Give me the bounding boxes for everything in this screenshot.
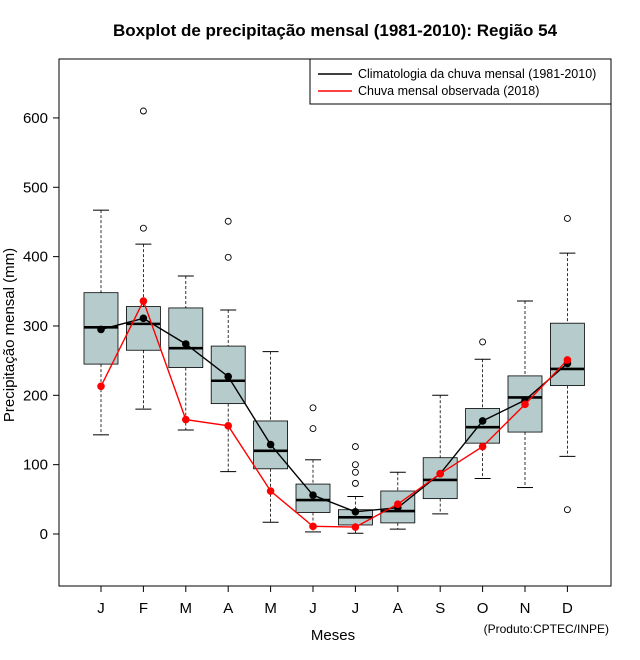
x-tick-label: M (264, 600, 277, 617)
y-tick-label: 500 (23, 179, 48, 196)
series-point (224, 422, 232, 430)
series-point (182, 340, 190, 348)
series-point (394, 500, 402, 508)
series-point (266, 487, 275, 495)
legend-label-observada: Chuva mensal observada (2018) (358, 84, 539, 98)
series-observada (97, 297, 572, 531)
outlier-point (351, 461, 359, 469)
x-tick-label: A (393, 600, 403, 617)
x-tick-label: M (180, 600, 193, 617)
box-12 (550, 215, 585, 514)
box-6 (295, 404, 331, 533)
series-point (309, 491, 317, 499)
series-point (309, 522, 317, 531)
box-iqr (126, 306, 161, 351)
series-point (224, 372, 232, 381)
x-tick-label: N (520, 600, 531, 617)
series-point (478, 442, 487, 451)
legend-label-climatologia: Climatologia da chuva mensal (1981-2010) (358, 67, 596, 81)
series-point (351, 508, 360, 516)
y-tick-label: 200 (23, 387, 48, 404)
x-tick-label: A (223, 600, 233, 617)
box-10 (465, 338, 501, 480)
y-axis: 0 100 200 300 400 500 600 (23, 110, 59, 543)
box-11 (507, 300, 543, 489)
y-tick-label: 600 (23, 110, 48, 127)
outlier-point (224, 217, 232, 225)
outlier-point (309, 425, 317, 433)
legend-box (309, 58, 612, 105)
legend: Climatologia da chuva mensal (1981-2010)… (309, 58, 612, 105)
box-5 (253, 351, 289, 523)
outlier-point (224, 253, 232, 261)
y-tick-label: 0 (40, 526, 48, 543)
chart-title: Boxplot de precipitação mensal (1981-201… (113, 21, 558, 40)
box-iqr (210, 345, 246, 405)
series-climatologia (97, 314, 572, 516)
series-point (478, 417, 487, 425)
x-tick-label: D (562, 600, 573, 617)
series-point (521, 400, 529, 409)
outlier-point (139, 107, 147, 115)
series-point (436, 469, 445, 478)
box-4 (210, 217, 246, 473)
outlier-point (563, 506, 571, 514)
x-tick-label: J (309, 600, 317, 617)
outlier-point (139, 224, 147, 232)
box-2 (126, 107, 161, 410)
credit-text: (Produto:CPTEC/INPE) (484, 622, 609, 636)
series-point (563, 356, 572, 364)
outlier-point (351, 468, 359, 476)
series-line (100, 299, 568, 528)
series-point (97, 325, 105, 334)
box-9 (422, 394, 458, 515)
outlier-point (351, 443, 359, 451)
axes-layer: 0 100 200 300 400 500 600 J F M A M J J A S O N D (23, 110, 573, 617)
boxes-layer (83, 107, 585, 534)
series-point (266, 440, 275, 449)
x-tick-label: O (477, 600, 489, 617)
box-1 (83, 209, 119, 436)
x-tick-label: F (139, 600, 148, 617)
outlier-point (479, 338, 487, 346)
box-iqr (168, 307, 204, 368)
y-axis-label: Precipitação mensal (mm) (1, 248, 18, 422)
series-point (351, 523, 360, 531)
x-axis-label: Meses (311, 627, 355, 644)
box-iqr (550, 322, 585, 387)
series-point (182, 415, 190, 424)
series-point (139, 297, 148, 305)
series-point (139, 314, 148, 323)
box-iqr (465, 408, 501, 444)
outlier-point (563, 215, 571, 222)
box-7 (337, 443, 373, 534)
series-line (100, 317, 568, 513)
outlier-point (351, 479, 359, 487)
outlier-point (309, 404, 317, 412)
y-tick-label: 300 (23, 318, 48, 335)
series-point (97, 382, 105, 391)
x-tick-label: J (97, 600, 105, 617)
box-iqr (422, 457, 458, 500)
y-tick-label: 100 (23, 457, 48, 474)
y-tick-label: 400 (23, 249, 48, 266)
series-lines-layer (97, 297, 572, 531)
x-tick-label: S (435, 600, 445, 617)
x-tick-label: J (352, 600, 360, 617)
